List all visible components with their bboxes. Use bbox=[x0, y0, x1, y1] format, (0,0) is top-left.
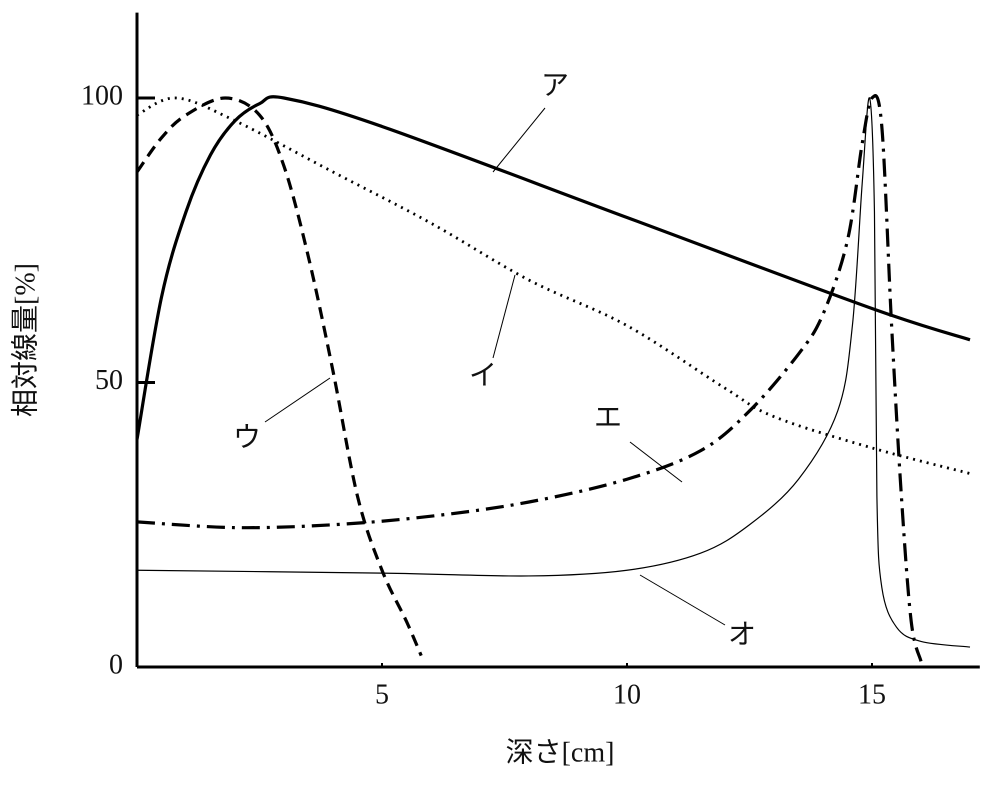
curve-label: ア bbox=[541, 70, 569, 101]
curve-label: ウ bbox=[233, 422, 261, 453]
curve bbox=[136, 96, 971, 475]
y-tick-label: 0 bbox=[109, 649, 123, 680]
leader-line bbox=[492, 274, 516, 359]
leader-line bbox=[639, 574, 726, 626]
y-tick-label: 50 bbox=[95, 365, 123, 396]
leader-line bbox=[629, 441, 683, 483]
x-tick-label: 5 bbox=[375, 679, 389, 710]
y-axis-label: 相対線量[%] bbox=[9, 263, 41, 417]
curve bbox=[136, 94, 923, 662]
curve bbox=[135, 96, 423, 657]
curve-label: イ bbox=[469, 360, 497, 391]
x-tick-label: 10 bbox=[613, 679, 641, 710]
x-tick-label: 15 bbox=[858, 679, 886, 710]
leader-line bbox=[264, 377, 331, 423]
curve-label: オ bbox=[728, 619, 756, 650]
leader-line bbox=[492, 107, 546, 173]
curve-label: エ bbox=[594, 402, 622, 433]
curve bbox=[136, 97, 971, 648]
y-tick-label: 100 bbox=[81, 80, 123, 111]
curve bbox=[135, 95, 971, 440]
x-axis-label: 深さ[cm] bbox=[506, 737, 615, 768]
